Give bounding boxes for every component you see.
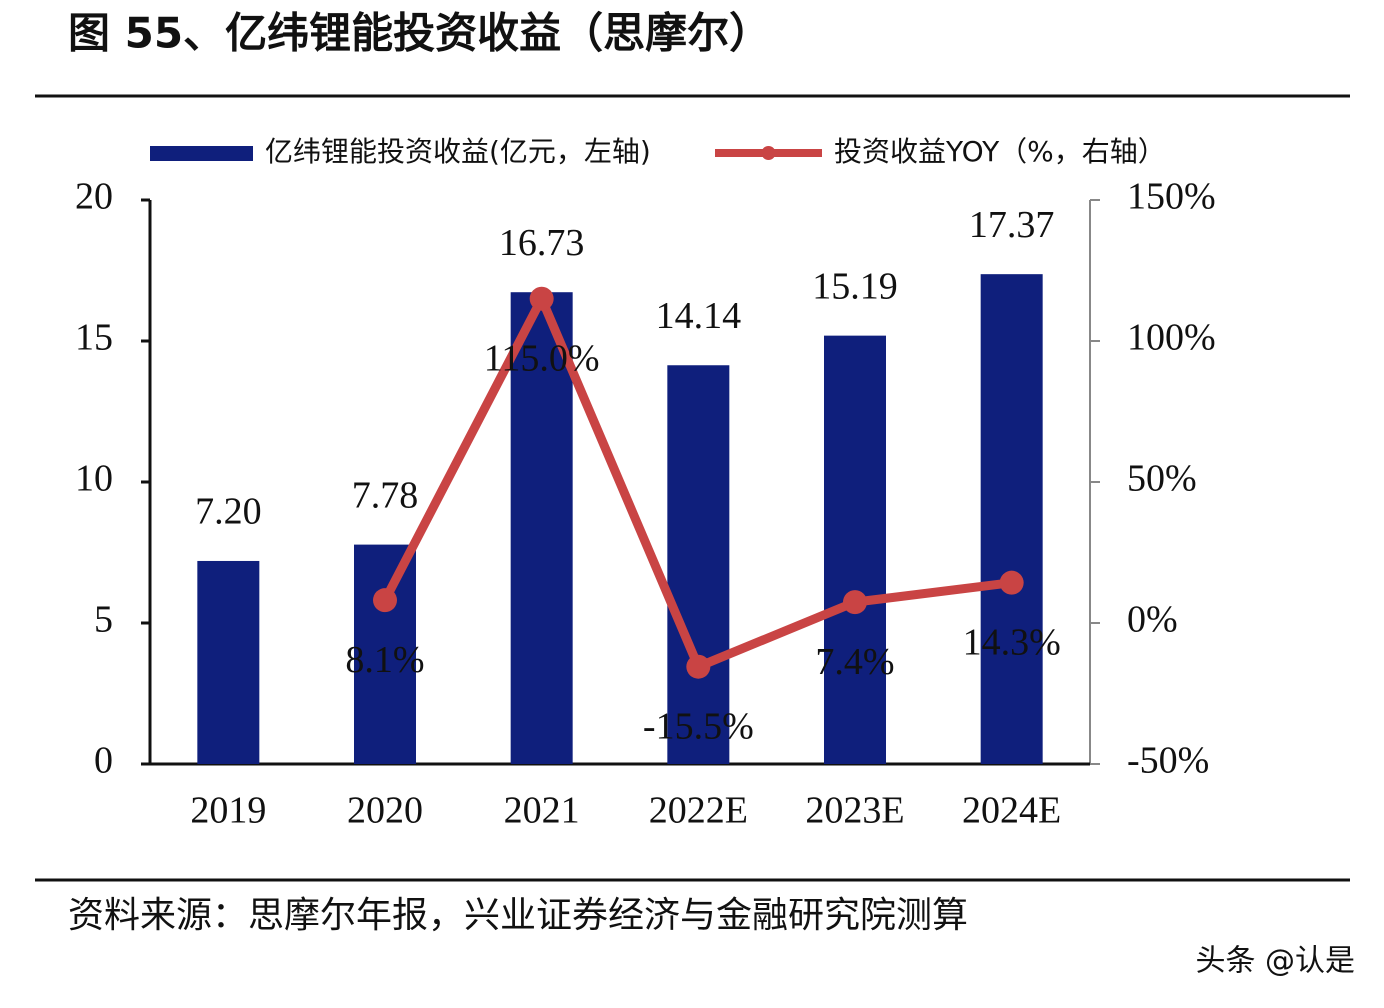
y2-tick-label: 50% (1127, 458, 1197, 500)
line-point (529, 286, 554, 311)
line-value-label: -15.5% (643, 705, 754, 747)
line-value-label: 8.1% (345, 639, 424, 681)
y-tick-label: 5 (94, 599, 113, 641)
line-point (999, 570, 1024, 595)
legend-swatch (150, 146, 253, 161)
x-tick-label: 2020 (347, 790, 423, 832)
x-tick-label: 2022E (649, 790, 748, 832)
line-value-label: 115.0% (484, 337, 600, 379)
chart-title: 图 55、亿纬锂能投资收益（思摩尔） (68, 9, 771, 58)
bar (510, 292, 573, 764)
watermark: 头条 @认是 (1195, 944, 1355, 979)
bar (824, 335, 886, 764)
y-tick-label: 10 (75, 458, 113, 500)
legend-label: 投资收益YOY（%，右轴） (834, 135, 1166, 168)
y2-tick-label: 150% (1127, 176, 1216, 218)
bar-value-label: 17.37 (969, 204, 1055, 246)
x-tick-label: 2019 (190, 790, 266, 832)
y-tick-label: 0 (94, 740, 113, 782)
legend-label: 亿纬锂能投资收益(亿元，左轴) (265, 135, 651, 168)
bar (354, 544, 416, 764)
line-value-label: 14.3% (963, 621, 1061, 663)
line-point (843, 590, 867, 615)
x-tick-label: 2023E (805, 790, 904, 832)
y2-tick-label: -50% (1127, 740, 1209, 782)
line-point (686, 654, 711, 679)
line-point (373, 588, 397, 613)
y2-tick-label: 0% (1127, 599, 1178, 641)
bar-value-label: 7.78 (352, 474, 419, 516)
bar-value-label: 16.73 (499, 222, 585, 264)
bar-value-label: 7.20 (195, 491, 262, 533)
legend-marker (761, 146, 776, 160)
bar (980, 274, 1043, 764)
x-tick-label: 2021 (504, 790, 580, 832)
y-tick-label: 15 (75, 317, 113, 359)
y-tick-label: 20 (75, 176, 113, 218)
x-tick-label: 2024E (962, 790, 1061, 832)
line-value-label: 7.4% (815, 641, 894, 683)
bar (667, 365, 730, 764)
bar-value-label: 15.19 (812, 265, 898, 307)
bar (197, 560, 260, 764)
bar-value-label: 14.14 (656, 295, 742, 337)
source: 资料来源：思摩尔年报，兴业证券经济与金融研究院测算 (68, 895, 968, 936)
y2-tick-label: 100% (1127, 317, 1216, 359)
